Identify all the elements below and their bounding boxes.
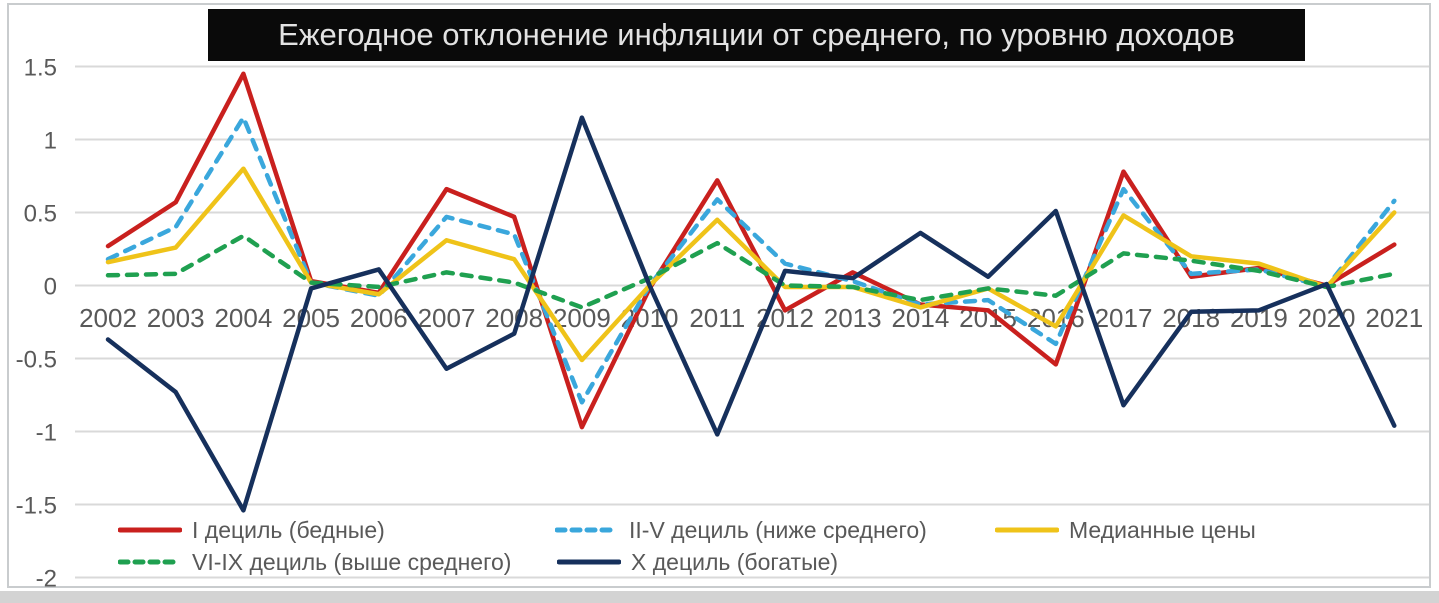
- x-axis-label: 2013: [824, 303, 882, 333]
- y-axis-label: -1: [36, 420, 57, 447]
- x-axis-label: 2017: [1095, 303, 1153, 333]
- y-axis-label: -0.5: [16, 347, 57, 374]
- chart-title: Ежегодное отклонение инфляции от среднег…: [208, 9, 1305, 61]
- x-axis-label: 2011: [689, 303, 745, 333]
- y-axis-label: 1.5: [24, 55, 57, 82]
- y-axis-label: 1: [44, 128, 57, 155]
- x-axis-label: 2002: [79, 303, 137, 333]
- y-axis-label: -2: [36, 566, 57, 593]
- x-axis-label: 2018: [1162, 303, 1220, 333]
- x-axis-label: 2019: [1230, 303, 1288, 333]
- series-line-5: [105, 115, 1397, 513]
- x-axis-label: 2007: [418, 303, 476, 333]
- x-axis-label: 2006: [350, 303, 408, 333]
- y-axis-label: 0: [44, 274, 57, 301]
- chart-frame: [7, 3, 1431, 588]
- y-axis-label: 0.5: [24, 201, 57, 228]
- x-axis-label: 2004: [214, 303, 272, 333]
- y-axis-label: -1.5: [16, 493, 57, 520]
- x-axis-label: 2003: [147, 303, 205, 333]
- x-axis-label: 2005: [282, 303, 340, 333]
- bottom-gray-band: [0, 591, 1439, 603]
- x-axis-label: 2021: [1365, 303, 1423, 333]
